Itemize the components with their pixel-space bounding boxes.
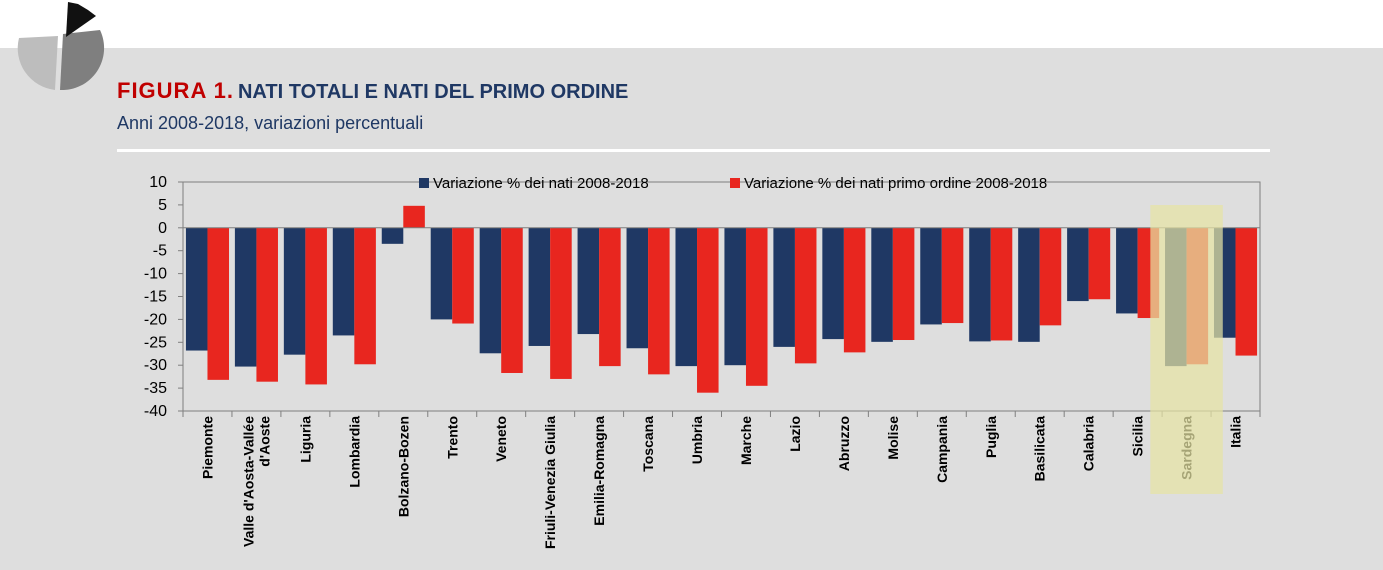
bar-first-order-emilia-romagna (599, 227, 621, 367)
bar-first-order-valle-d-aosta-vall-e-d-aoste (256, 227, 278, 382)
bar-first-order-liguria (305, 227, 327, 385)
bar-total-lazio (773, 227, 795, 347)
bar-first-order-basilicata (1039, 227, 1062, 326)
category-label-emilia-romagna: Emilia-Romagna (591, 416, 607, 526)
bar-total-campania (920, 227, 942, 325)
bar-first-order-umbria (697, 227, 719, 393)
pie-chart-icon (17, 2, 105, 91)
category-label-toscana: Toscana (640, 416, 656, 472)
y-tick-label: -15 (144, 289, 167, 306)
bar-total-emilia-romagna (577, 227, 600, 335)
y-tick-label: -10 (144, 266, 167, 283)
figure-title-text: NATI TOTALI E NATI DEL PRIMO ORDINE (237, 81, 629, 103)
figure-title: FIGURA 1. NATI TOTALI E NATI DEL PRIMO OR… (117, 78, 628, 104)
category-labels-layer: Piemonte Valle d'Aosta-Valléed'Aoste Ligur… (199, 205, 1244, 549)
bar-first-order-puglia (990, 227, 1013, 341)
legend-swatch-first-order (730, 178, 740, 188)
y-tick-label: 5 (158, 197, 167, 214)
y-tick-label: 0 (158, 220, 167, 237)
bars-layer (185, 205, 1258, 393)
category-label-piemonte: Piemonte (199, 416, 215, 479)
category-label-molise: Molise (885, 416, 901, 460)
bar-total-marche (724, 227, 746, 366)
highlight-band-sardegna (1150, 205, 1223, 494)
y-tick-label: -5 (153, 243, 167, 260)
category-label-campania: Campania (934, 416, 950, 483)
bar-total-lombardia (332, 227, 355, 336)
legend: Variazione % dei nati 2008-2018 Variazion… (419, 175, 1047, 192)
category-label-italia: Italia (1228, 416, 1244, 448)
y-ticks-layer: 10 5 0 -5 -10 -15 -20 -25 -30 -35 -40 (144, 174, 167, 420)
category-label-lombardia: Lombardia (346, 416, 362, 488)
bar-first-order-toscana (648, 227, 670, 375)
bar-total-umbria (675, 227, 698, 367)
legend-label-first-order: Variazione % dei nati primo ordine 2008-… (744, 175, 1047, 192)
y-tick-label: -30 (144, 357, 167, 374)
bar-total-friuli-venezia-giulia (528, 227, 551, 346)
y-tick-label: -35 (144, 380, 167, 397)
category-label-liguria: Liguria (297, 416, 313, 463)
category-label-lazio: Lazio (787, 416, 803, 452)
category-label-puglia: Puglia (983, 416, 999, 458)
category-label-bolzano-bozen: Bolzano-Bozen (395, 416, 411, 517)
y-tick-label: -40 (144, 403, 167, 420)
bar-first-order-friuli-venezia-giulia (550, 227, 572, 379)
bar-first-order-piemonte (207, 227, 230, 380)
category-label-umbria: Umbria (689, 416, 705, 464)
y-tick-label: -25 (144, 334, 167, 351)
title-divider (117, 149, 1270, 152)
bar-total-calabria (1067, 227, 1089, 302)
bar-first-order-marche (745, 227, 768, 386)
bar-total-basilicata (1018, 227, 1040, 342)
legend-label-total: Variazione % dei nati 2008-2018 (433, 175, 649, 192)
bar-total-puglia (969, 227, 991, 342)
bar-total-sicilia (1116, 227, 1138, 314)
category-label-friuli-venezia-giulia: Friuli-Venezia Giulia (542, 416, 558, 549)
category-label-abruzzo: Abruzzo (836, 416, 852, 471)
legend-swatch-total (419, 178, 429, 188)
bar-first-order-abruzzo (843, 227, 866, 353)
bar-total-toscana (626, 227, 649, 349)
bar-first-order-campania (941, 227, 964, 324)
category-label-calabria: Calabria (1081, 416, 1097, 471)
top-strip (0, 0, 1383, 48)
bar-total-molise (871, 227, 893, 342)
category-label-trento: Trento (444, 416, 460, 459)
y-tick-label: -20 (144, 311, 167, 328)
bar-first-order-molise (892, 227, 915, 341)
figure-subtitle: Anni 2008-2018, variazioni percentuali (117, 113, 424, 133)
bar-first-order-italia (1235, 227, 1258, 356)
figure-label: FIGURA 1. (117, 78, 234, 103)
y-tick-label: 10 (149, 174, 167, 191)
bar-total-abruzzo (822, 227, 844, 340)
axes-layer (178, 181, 1261, 417)
bar-first-order-trento (452, 227, 474, 324)
bar-total-liguria (283, 227, 306, 355)
bar-total-valle-d-aosta-vall-e-d-aoste (234, 227, 257, 367)
category-label-sicilia: Sicilia (1130, 416, 1146, 457)
category-label-valle-d-aosta-vall-e-d-aoste: Valle d'Aosta-Valléed'Aoste (240, 416, 272, 547)
bar-first-order-lazio (794, 227, 817, 364)
bar-first-order-bolzano-bozen (403, 205, 425, 228)
category-label-marche: Marche (738, 416, 754, 465)
bar-total-bolzano-bozen (381, 227, 404, 244)
bar-first-order-lombardia (354, 227, 376, 365)
category-label-basilicata: Basilicata (1032, 416, 1048, 482)
category-label-veneto: Veneto (493, 416, 509, 462)
bar-total-trento (430, 227, 453, 320)
bar-first-order-calabria (1088, 227, 1111, 300)
bar-first-order-veneto (501, 227, 523, 373)
bar-total-piemonte (185, 227, 208, 351)
bar-total-veneto (479, 227, 502, 354)
